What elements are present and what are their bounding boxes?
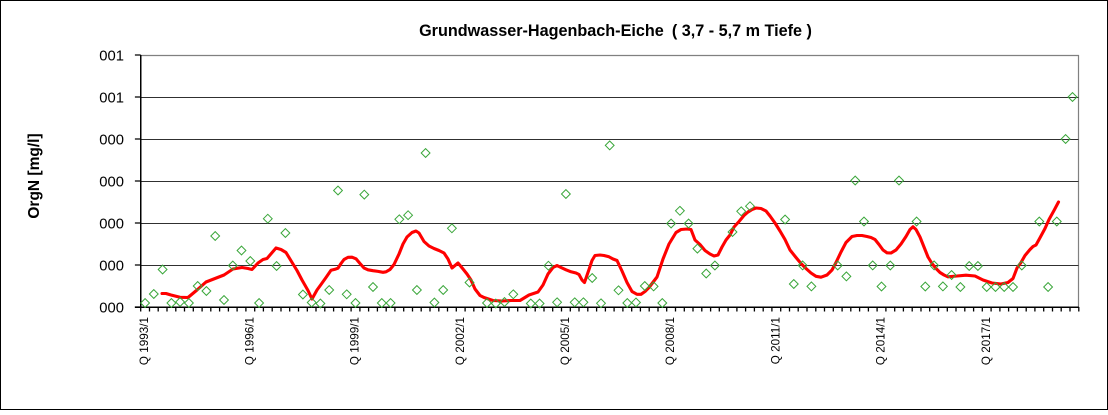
- svg-text:Q 2011/1: Q 2011/1: [769, 317, 782, 364]
- svg-text:Q 2005/1: Q 2005/1: [559, 317, 572, 365]
- svg-text:Q 2008/1: Q 2008/1: [664, 317, 677, 365]
- svg-text:Q 2002/1: Q 2002/1: [454, 317, 467, 365]
- svg-text:000: 000: [99, 258, 124, 274]
- svg-text:Q 2014/1: Q 2014/1: [875, 317, 888, 365]
- svg-text:000: 000: [99, 132, 124, 148]
- svg-text:000: 000: [99, 216, 124, 232]
- svg-text:Q 1993/1: Q 1993/1: [138, 317, 151, 365]
- svg-text:000: 000: [99, 300, 124, 316]
- svg-text:Q 2017/1: Q 2017/1: [980, 317, 993, 365]
- svg-text:001: 001: [99, 48, 124, 64]
- svg-text:OrgN [mg/l]: OrgN [mg/l]: [26, 133, 43, 218]
- svg-text:Grundwasser-Hagenbach-Eiche (: Grundwasser-Hagenbach-Eiche ( 3,7 - 5,7 …: [419, 22, 812, 40]
- svg-text:Q 1996/1: Q 1996/1: [243, 317, 256, 365]
- svg-text:000: 000: [99, 174, 124, 190]
- svg-text:001: 001: [99, 90, 124, 106]
- svg-text:Q 1999/1: Q 1999/1: [349, 317, 362, 365]
